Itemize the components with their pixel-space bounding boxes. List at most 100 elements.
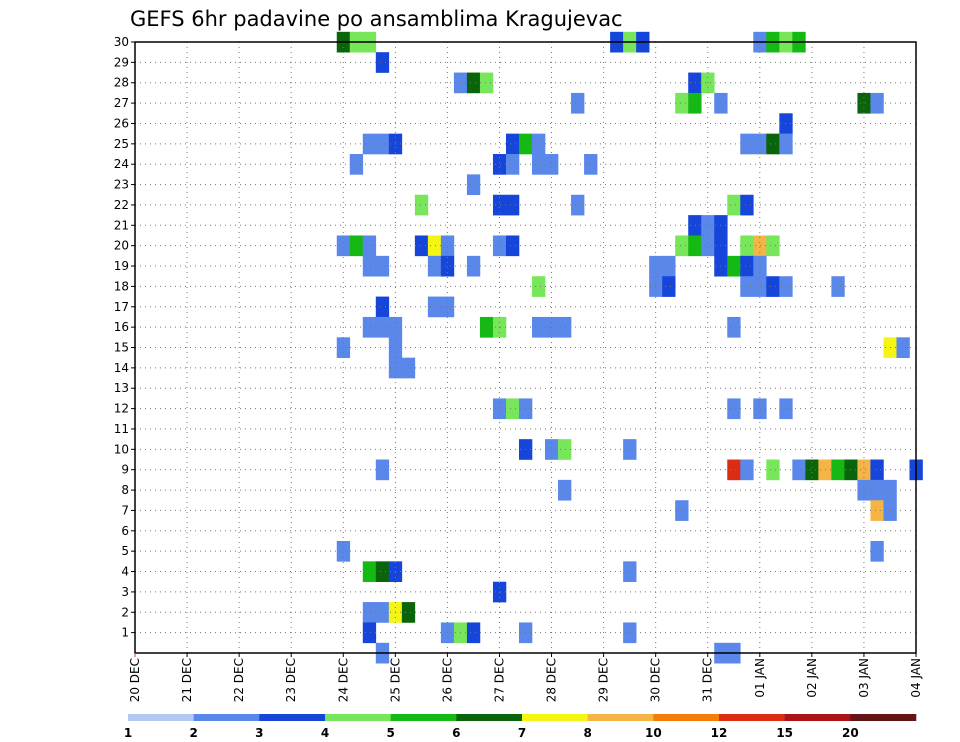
heatmap-cell-62 — [753, 235, 767, 257]
heatmap-cell-44 — [727, 194, 741, 216]
heatmap-cell-77 — [532, 276, 546, 297]
colorbar-swatch-8 — [653, 714, 720, 721]
colorbar-label-8: 8 — [583, 726, 591, 740]
heatmap-cell-42 — [505, 194, 520, 216]
heatmap-cell-46 — [688, 215, 702, 236]
colorbar-legend: 1 2 3 4 5 6 7 8 10 12 15 20 — [124, 714, 917, 740]
y-tick-label-28: 28 — [114, 76, 129, 90]
heatmap-cell-47 — [701, 215, 715, 236]
colorbar-label-4: 4 — [321, 726, 329, 740]
heatmap-cell-50 — [349, 235, 364, 257]
colorbar-swatch-7 — [587, 714, 654, 721]
x-tick-label-6: 26 DEC — [440, 658, 454, 702]
heatmap-cell-79 — [753, 276, 767, 297]
heatmap-cell-67 — [440, 255, 455, 277]
heatmap-cell-144 — [466, 622, 481, 644]
heatmap-cell-37 — [545, 154, 559, 175]
x-tick-label-3: 23 DEC — [284, 658, 298, 702]
y-tick-label-11: 11 — [114, 422, 129, 436]
colorbar-swatch-11 — [850, 714, 917, 721]
colorbar-label-1: 1 — [124, 726, 132, 740]
heatmap-cell-100 — [401, 357, 416, 379]
y-tick-label-26: 26 — [114, 116, 129, 130]
heatmap-cell-51 — [362, 235, 377, 257]
y-tick-label-9: 9 — [121, 463, 129, 477]
y-tick-label-29: 29 — [114, 55, 129, 69]
heatmap-cell-114 — [766, 459, 780, 481]
heatmap-cell-36 — [532, 154, 546, 175]
heatmap-cell-125 — [870, 479, 884, 501]
heatmap-cell-132 — [362, 561, 377, 583]
y-tick-label-20: 20 — [114, 239, 129, 253]
heatmap-cell-130 — [336, 540, 351, 562]
heatmap-cell-68 — [466, 255, 481, 277]
heatmap-cell-28 — [532, 133, 546, 155]
chart-title: GEFS 6hr padavine po ansamblima Kragujev… — [130, 7, 623, 31]
heatmap-cell-43 — [571, 194, 585, 216]
y-tick-label-16: 16 — [114, 320, 129, 334]
heatmap-cell-112 — [727, 459, 741, 481]
y-tick-label-25: 25 — [114, 137, 129, 151]
colorbar-swatch-6 — [522, 714, 588, 721]
heatmap-cell-104 — [727, 398, 741, 420]
colorbar-label-3: 3 — [255, 726, 263, 740]
heatmap-cell-14 — [688, 72, 702, 94]
heatmap-cell-138 — [375, 602, 390, 623]
colorbar-swatch-4 — [390, 714, 457, 721]
heatmap-cell-135 — [623, 561, 637, 583]
heatmap-cell-86 — [362, 316, 377, 338]
heatmap-cell-87 — [375, 316, 390, 338]
heatmap-cell-146 — [623, 622, 637, 644]
colorbar-swatch-9 — [719, 714, 785, 721]
x-tick-label-2: 22 DEC — [232, 658, 246, 702]
heatmap-cell-89 — [479, 316, 494, 338]
colorbar-swatch-1 — [193, 714, 260, 721]
heatmap-cell-17 — [675, 92, 689, 114]
y-tick-label-21: 21 — [114, 218, 129, 232]
heatmap-cell-82 — [831, 276, 845, 297]
heatmap-cell-64 — [362, 255, 377, 277]
heatmap-cell-131 — [870, 540, 884, 562]
heatmap-cell-41 — [492, 194, 507, 216]
heatmap-cell-72 — [727, 255, 741, 277]
y-tick-label-3: 3 — [121, 585, 129, 599]
y-tick-label-22: 22 — [114, 198, 129, 212]
x-axis: 20 DEC 21 DEC 22 DEC 23 DEC 24 DEC 25 DEC 26 D… — [128, 653, 923, 702]
y-tick-label-17: 17 — [114, 300, 129, 314]
heatmap-cell-10 — [375, 52, 390, 73]
heatmap-cell-111 — [375, 459, 390, 481]
heatmap-cell-105 — [753, 398, 767, 420]
colorbar-label-15: 15 — [776, 726, 793, 740]
heatmap-cell-21 — [870, 92, 884, 114]
y-tick-label-12: 12 — [114, 402, 129, 416]
x-tick-label-14: 03 JAN — [857, 658, 871, 698]
y-tick-label-1: 1 — [121, 626, 129, 640]
heatmap-cell-20 — [857, 92, 871, 114]
colorbar-swatch-0 — [128, 714, 194, 721]
x-tick-label-5: 25 DEC — [388, 658, 402, 702]
colorbar-label-2: 2 — [189, 726, 197, 740]
heatmap-cell-16 — [571, 92, 585, 114]
heatmap-cell-61 — [740, 235, 754, 257]
colorbar-label-7: 7 — [518, 726, 526, 740]
colorbar-label-10: 10 — [645, 726, 662, 740]
heatmap-cell-58 — [688, 235, 702, 257]
y-tick-label-30: 30 — [114, 35, 129, 49]
heatmap-cell-56 — [505, 235, 520, 257]
heatmap-cell-39 — [466, 174, 481, 196]
x-tick-label-10: 30 DEC — [649, 658, 663, 702]
heatmap-cell-102 — [505, 398, 520, 420]
y-tick-label-27: 27 — [114, 96, 129, 110]
heatmap-cell-109 — [558, 439, 572, 460]
colorbar-label-20: 20 — [842, 726, 859, 740]
heatmap-cell-57 — [675, 235, 689, 257]
x-tick-label-1: 21 DEC — [180, 658, 194, 702]
heatmap-cell-18 — [688, 92, 702, 114]
y-tick-label-6: 6 — [121, 524, 129, 538]
x-tick-label-7: 27 DEC — [492, 658, 506, 702]
heatmap-cell-40 — [414, 194, 429, 216]
heatmap-cell-128 — [870, 500, 884, 521]
x-tick-label-12: 01 JAN — [753, 658, 767, 698]
heatmap-cells — [336, 31, 923, 664]
